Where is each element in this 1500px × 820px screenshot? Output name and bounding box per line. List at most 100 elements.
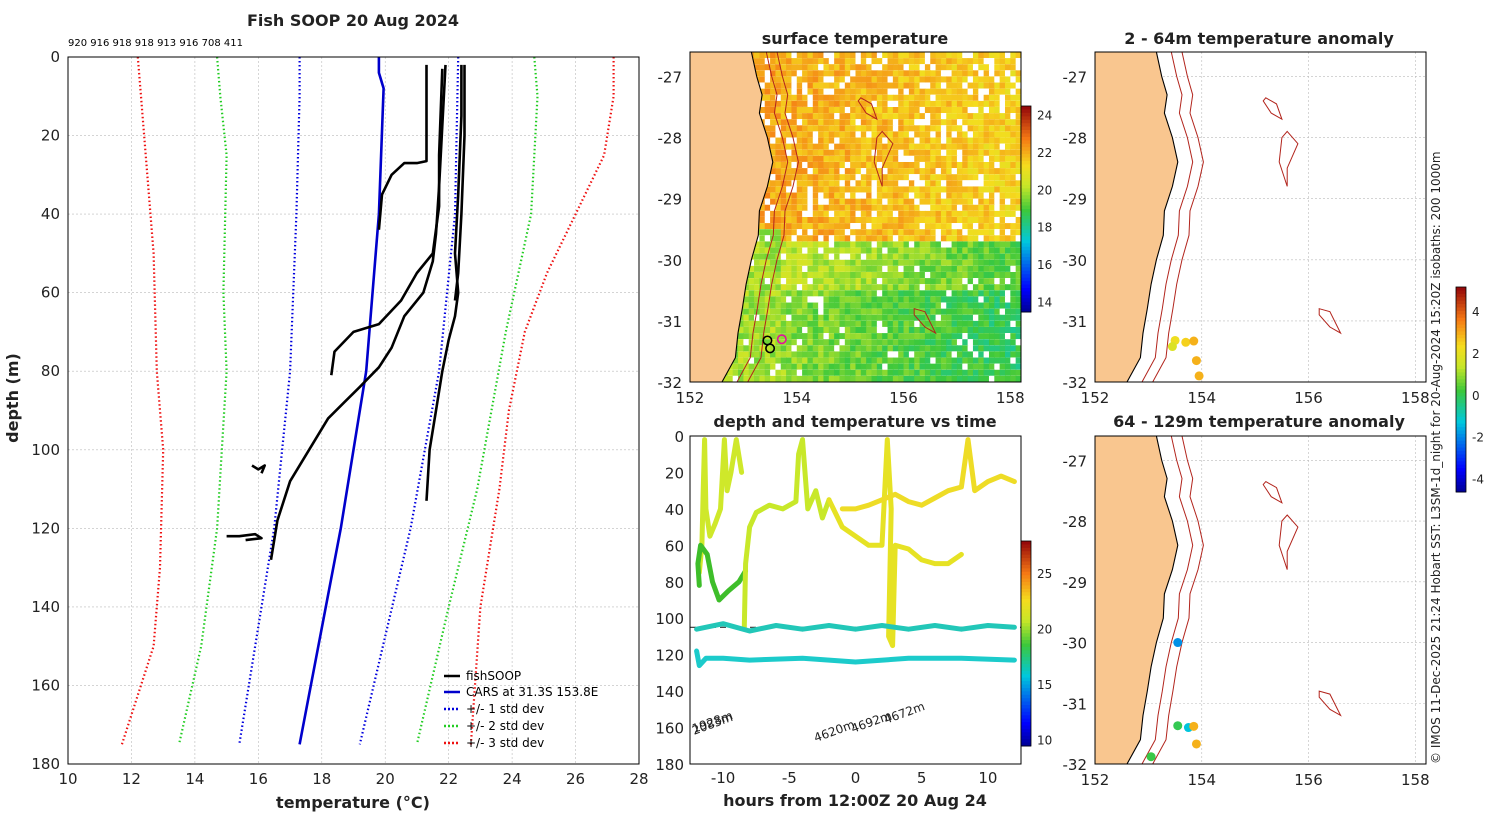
sst-cell — [764, 357, 771, 364]
sst-cell — [935, 308, 942, 315]
sst-cell — [796, 284, 803, 291]
sst-cell — [983, 345, 990, 352]
sst-cell — [796, 143, 803, 150]
sst-cell — [818, 284, 825, 291]
sst-cell — [796, 314, 803, 321]
sst-cell — [935, 265, 942, 272]
anomaly-colorbar-tick: 2 — [1472, 347, 1480, 361]
sst-cell — [818, 308, 825, 315]
sst-cell — [1010, 210, 1017, 217]
sst-cell — [780, 168, 787, 175]
sst-cell — [903, 64, 910, 71]
sst-cell — [759, 82, 766, 89]
timeseries-xlabel: hours from 12:00Z 20 Aug 24 — [723, 791, 987, 810]
sst-cell — [972, 327, 979, 333]
sst-cell — [930, 143, 937, 150]
sst-cell — [892, 235, 899, 242]
sst-cell — [946, 162, 953, 168]
sst-cell — [999, 314, 1006, 321]
sst-cell — [940, 70, 947, 77]
sst-cell — [946, 302, 953, 309]
sst-colorbar-cell — [1021, 287, 1031, 292]
sst-cell — [748, 284, 755, 291]
sst-cell — [855, 339, 862, 346]
sst-colorbar-cell — [1021, 154, 1031, 158]
sst-cell — [1010, 259, 1017, 266]
sst-cell — [844, 229, 851, 236]
sst-cell — [807, 174, 814, 181]
sst-cell — [791, 308, 798, 315]
sst-cell — [844, 272, 851, 278]
sst-cell — [887, 204, 894, 211]
anomaly-colorbar-cell — [1456, 440, 1466, 445]
sst-cell — [967, 94, 974, 101]
sst-cell — [914, 174, 921, 181]
sst-cell — [972, 155, 979, 162]
anomaly-top-point — [1181, 337, 1191, 347]
sst-cell — [1015, 113, 1021, 120]
sst-cell — [860, 204, 867, 211]
sst-cell — [786, 235, 793, 242]
sst-cell — [855, 149, 862, 156]
sst-cell — [892, 223, 899, 230]
profile-ytick: 160 — [31, 676, 60, 694]
sst-cell — [850, 58, 857, 65]
sst-cell — [892, 351, 899, 358]
sst-cell — [914, 143, 921, 150]
sst-cell — [882, 375, 889, 382]
sst-cell — [823, 149, 830, 156]
sst-cell — [823, 198, 830, 205]
sst-cell — [786, 278, 793, 285]
sst-cell — [786, 217, 793, 223]
sst-cell — [850, 223, 857, 230]
sst-cell — [764, 107, 771, 113]
sst-cell — [994, 94, 1001, 101]
timeseries-colorbar-cell — [1021, 616, 1031, 621]
sst-cell — [967, 339, 974, 346]
sst-cell — [876, 119, 883, 126]
anomaly-colorbar-cell — [1456, 399, 1466, 404]
profile-ticks: 10 12 14 16 18 20 22 24 26 2802040608010012014016… — [31, 48, 648, 788]
sst-cell — [972, 162, 979, 168]
sst-cell — [764, 247, 771, 254]
legend-label-3std: +/- 3 std dev — [466, 736, 544, 750]
sst-cell — [930, 119, 937, 126]
timeseries-xtick: 10 — [978, 769, 997, 787]
sst-cell — [1015, 241, 1021, 248]
sst-cell — [844, 143, 851, 150]
sst-cell — [962, 198, 969, 205]
sst-cell — [892, 363, 899, 370]
sst-cell — [908, 210, 915, 217]
sst-cell — [924, 113, 931, 120]
sst-cell — [983, 137, 990, 144]
sst-colorbar-cell — [1021, 174, 1031, 179]
sst-cell — [844, 204, 851, 211]
sst-cell — [946, 174, 953, 181]
profile-ytick: 80 — [41, 362, 60, 380]
sst-cell — [882, 52, 889, 58]
sst-cell — [1015, 76, 1021, 83]
anomaly-colorbar-cell — [1456, 297, 1466, 302]
sst-cell — [940, 345, 947, 352]
sst-cell — [887, 375, 894, 382]
sst-cell — [812, 70, 819, 77]
sst-cell — [866, 290, 873, 297]
sst-cell — [935, 174, 942, 181]
sst-cell — [988, 253, 995, 260]
sst-cell — [834, 290, 841, 297]
sst-cell — [764, 296, 771, 303]
legend-label-fishsoop: fishSOOP — [466, 669, 521, 683]
sst-cell — [871, 333, 878, 340]
sst-cell — [876, 204, 883, 211]
sst-cell — [828, 290, 835, 297]
sst-cell — [908, 107, 915, 113]
sst-cell — [791, 168, 798, 175]
sst-cell — [743, 308, 750, 315]
sst-cell — [860, 113, 867, 120]
sst-cell — [919, 247, 926, 254]
sst-cell — [876, 137, 883, 144]
sst-cell — [978, 265, 985, 272]
sst-colorbar-tick: 24 — [1037, 108, 1052, 122]
sst-cell — [770, 113, 777, 120]
sst-cell — [1010, 64, 1017, 71]
